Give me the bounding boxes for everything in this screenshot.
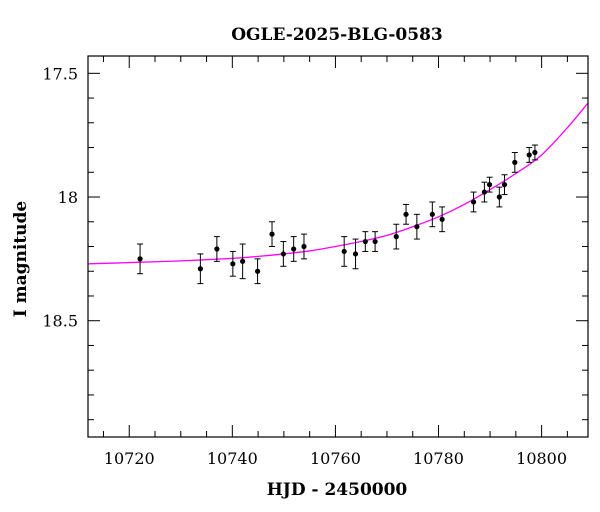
- model-curve: [88, 102, 588, 265]
- data-point-group: [213, 236, 220, 262]
- data-point-group: [362, 231, 369, 252]
- data-point: [512, 159, 518, 165]
- data-point: [470, 199, 477, 205]
- data-point-group: [300, 233, 307, 260]
- data-point-group: [352, 238, 359, 270]
- x-tick-label: 10780: [413, 449, 464, 468]
- data-point: [230, 261, 236, 267]
- data-point-group: [413, 213, 420, 240]
- y-axis-label: I magnitude: [11, 201, 31, 318]
- data-point: [414, 224, 420, 230]
- data-point: [240, 258, 246, 264]
- x-tick-label: 10720: [104, 449, 155, 468]
- data-point: [501, 182, 508, 188]
- axes: 10720 10740 10760 10780 10800 17.5 18 18.5: [42, 56, 588, 468]
- y-tick-label: 18: [58, 188, 78, 207]
- data-point-group: [501, 174, 508, 196]
- data-point: [481, 189, 487, 195]
- data-point-group: [341, 236, 348, 267]
- data-point: [291, 246, 297, 252]
- data-point: [280, 251, 286, 257]
- data-point-group: [290, 236, 297, 262]
- data-point-group: [254, 258, 261, 285]
- data-point-group: [372, 231, 379, 252]
- data-point: [372, 238, 378, 245]
- data-point-group: [229, 250, 236, 277]
- data-point: [362, 238, 368, 245]
- data-point: [352, 251, 359, 257]
- data-point: [301, 243, 307, 250]
- data-point-group: [496, 186, 503, 208]
- data-point: [137, 256, 143, 262]
- data-point: [439, 216, 445, 222]
- data-point: [403, 211, 409, 217]
- y-tick-label: 18.5: [42, 312, 78, 331]
- data-point-group: [481, 181, 488, 203]
- data-point-group: [531, 144, 538, 161]
- data-point: [496, 194, 502, 200]
- data-point: [393, 234, 399, 240]
- data-point-group: [470, 191, 477, 213]
- data-point-group: [486, 176, 493, 193]
- data-point: [429, 211, 435, 217]
- data-point: [526, 152, 532, 158]
- data-point-group: [197, 253, 204, 285]
- data-point-group: [239, 243, 246, 280]
- data-point-group: [269, 221, 276, 247]
- data-point: [214, 246, 220, 252]
- data-point: [254, 268, 261, 274]
- data-point-group: [280, 241, 287, 267]
- data-point-group: [511, 151, 518, 173]
- data-point: [341, 248, 347, 255]
- data-point: [486, 182, 493, 188]
- data-point-group: [526, 147, 533, 163]
- data-point: [532, 149, 538, 156]
- data-point-group: [403, 203, 410, 225]
- x-tick-label: 10740: [207, 449, 258, 468]
- data-point-group: [429, 201, 436, 228]
- x-tick-label: 10800: [516, 449, 567, 468]
- data-point: [269, 231, 275, 237]
- data-point-group: [393, 223, 400, 250]
- chart-title: OGLE-2025-BLG-0583: [231, 25, 443, 45]
- data-point-group: [439, 206, 446, 233]
- x-axis-label: HJD - 2450000: [267, 480, 408, 500]
- y-tick-label: 17.5: [42, 64, 78, 83]
- data-point: [197, 266, 203, 272]
- data-point-group: [137, 243, 144, 275]
- plot-marks: [88, 102, 588, 285]
- x-tick-label: 10760: [310, 449, 361, 468]
